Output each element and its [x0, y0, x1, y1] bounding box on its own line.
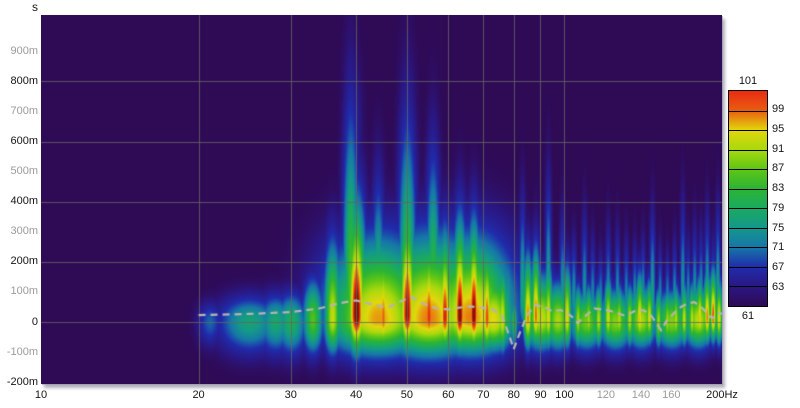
legend-min-label: 61 — [741, 310, 755, 322]
legend-tick-label: 63 — [772, 280, 785, 293]
legend-band-separator — [729, 130, 767, 132]
x-tick-label: 10 — [34, 389, 48, 401]
legend-band-separator — [729, 169, 767, 171]
x-tick-label: 70 — [477, 389, 490, 401]
y-tick-label: 300m — [10, 225, 38, 238]
x-tick-label: 120 — [596, 389, 616, 401]
y-tick-label: 400m — [10, 195, 38, 208]
y-tick-label: 500m — [10, 165, 38, 178]
x-tick-label: 30 — [284, 389, 297, 401]
legend-tick-label: 99 — [772, 103, 785, 116]
x-tick-label: 80 — [507, 389, 520, 401]
x-tick-label: 20 — [192, 389, 205, 401]
legend-band-separator — [729, 227, 767, 229]
legend-tick-label: 95 — [772, 122, 785, 135]
x-tick-label: 100 — [555, 389, 574, 401]
legend-tick-label: 71 — [772, 241, 785, 254]
x-tick-label: 40 — [350, 389, 363, 401]
heatmap-canvas[interactable] — [41, 15, 722, 384]
legend-tick-label: 83 — [772, 182, 785, 195]
x-tick-label: 50 — [400, 389, 413, 401]
legend-tick-label: 67 — [772, 261, 785, 274]
legend-tick-label: 91 — [772, 142, 785, 155]
y-tick-label: 100m — [10, 285, 38, 298]
legend-band-separator — [729, 208, 767, 210]
y-tick-label: -200m — [6, 375, 38, 388]
x-tick-label: 200Hz — [706, 389, 738, 401]
legend-colorbar — [728, 90, 768, 307]
legend-band-separator — [729, 286, 767, 288]
x-tick-label: 160 — [662, 389, 681, 401]
legend-tick-label: 87 — [772, 162, 785, 175]
y-tick-label: 200m — [10, 255, 38, 268]
y-tick-label: 800m — [10, 74, 38, 87]
legend-band-separator — [729, 149, 767, 151]
legend-tick-label: 79 — [772, 201, 785, 214]
legend-band-separator — [729, 188, 767, 190]
legend-band-separator — [729, 110, 767, 112]
legend-band-separator — [729, 247, 767, 249]
x-tick-label: 60 — [442, 389, 455, 401]
y-tick-label: -100m — [6, 345, 38, 358]
y-tick-label: 700m — [10, 105, 38, 118]
legend-band-separator — [729, 266, 767, 268]
plot-area[interactable] — [41, 15, 722, 384]
y-axis-unit-label: s — [32, 0, 38, 14]
legend-max-label: 101 — [738, 75, 758, 87]
y-tick-label: 0 — [31, 315, 38, 328]
y-tick-label: 600m — [10, 135, 38, 148]
x-tick-label: 140 — [631, 389, 651, 401]
x-tick-label: 90 — [534, 389, 547, 401]
y-tick-label: 900m — [10, 44, 38, 57]
legend-tick-label: 75 — [772, 221, 785, 234]
